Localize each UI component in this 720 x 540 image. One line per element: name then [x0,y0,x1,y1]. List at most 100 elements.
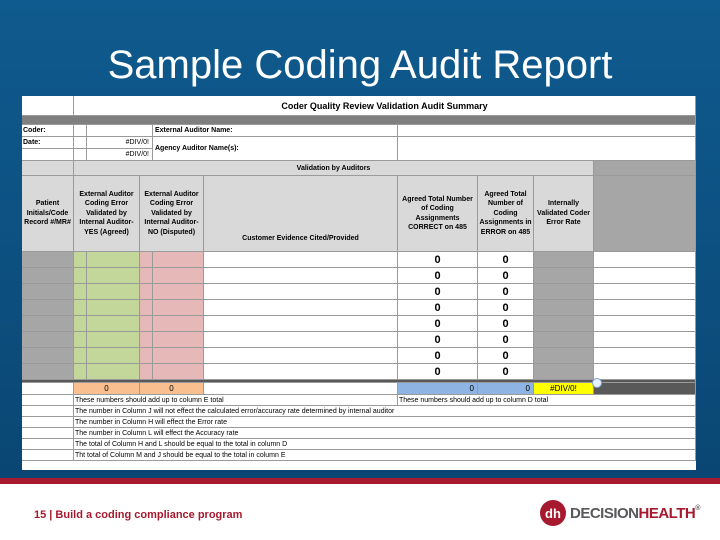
row-rate-cell [534,364,594,380]
row-yes-cell[interactable] [87,252,140,268]
external-auditor-value[interactable] [398,125,696,137]
note-line: The total of Column H and L should be eq… [74,439,696,450]
total-no: 0 [140,383,204,395]
footer-rule [0,478,720,484]
row-error-cell[interactable]: 0 [478,284,534,300]
row-evidence-cell[interactable] [204,252,398,268]
sheet-corner-cell [22,96,74,116]
date-label: Date: [22,137,74,149]
title-separator [22,116,696,125]
row-evidence-cell[interactable] [204,268,398,284]
row-no-cell[interactable] [153,348,204,364]
row-correct-cell[interactable]: 0 [398,300,478,316]
row-no-flag[interactable] [140,332,153,348]
row-no-cell[interactable] [153,252,204,268]
row-no-cell[interactable] [153,316,204,332]
row-correct-cell[interactable]: 0 [398,316,478,332]
row-correct-cell[interactable]: 0 [398,364,478,380]
note-blank [22,406,74,417]
row-evidence-cell[interactable] [204,332,398,348]
row-yes-flag[interactable] [74,252,87,268]
coder-value[interactable] [87,125,153,137]
date-value[interactable]: #DIV/0! [87,137,153,149]
note-blank [22,439,74,450]
note-line: The number in Column H will effect the E… [74,417,696,428]
row-rate-cell [534,348,594,364]
row-error-cell[interactable]: 0 [478,300,534,316]
row-yes-flag[interactable] [74,300,87,316]
row-rate-cell [534,252,594,268]
row-yes-flag[interactable] [74,268,87,284]
total-yes: 0 [74,383,140,395]
row-evidence-cell[interactable] [204,300,398,316]
row-no-flag[interactable] [140,364,153,380]
row-yes-flag[interactable] [74,284,87,300]
row-yes-cell[interactable] [87,268,140,284]
row-correct-cell[interactable]: 0 [398,268,478,284]
row-correct-cell[interactable]: 0 [398,252,478,268]
date-value-2: #DIV/0! [87,149,153,161]
row-no-cell[interactable] [153,284,204,300]
row-yes-cell[interactable] [87,364,140,380]
row-no-flag[interactable] [140,348,153,364]
row-no-cell[interactable] [153,364,204,380]
row-evidence-cell[interactable] [204,364,398,380]
audit-spreadsheet: Coder Quality Review Validation Audit Su… [22,96,696,470]
logo-text-decision: DECISION [570,504,639,522]
row-no-cell[interactable] [153,268,204,284]
row-no-flag[interactable] [140,252,153,268]
note-blank [22,450,74,461]
row-error-cell[interactable]: 0 [478,268,534,284]
header-rate: Internally Validated Coder Error Rate [534,176,594,252]
row-evidence-cell[interactable] [204,348,398,364]
row-error-cell[interactable]: 0 [478,332,534,348]
row-correct-cell[interactable]: 0 [398,332,478,348]
row-yes-flag[interactable] [74,332,87,348]
row-error-cell[interactable]: 0 [478,316,534,332]
total-extra [594,383,696,395]
row-yes-flag[interactable] [74,316,87,332]
row-error-cell[interactable]: 0 [478,364,534,380]
row-no-flag[interactable] [140,268,153,284]
row-yes-cell[interactable] [87,332,140,348]
row-error-cell[interactable]: 0 [478,252,534,268]
row-patient-cell[interactable] [22,332,74,348]
row-yes-cell[interactable] [87,284,140,300]
row-patient-cell[interactable] [22,252,74,268]
note-blank [22,395,74,406]
row-patient-cell[interactable] [22,284,74,300]
agency-auditor-value[interactable] [398,137,696,161]
row-patient-cell[interactable] [22,364,74,380]
error-indicator-icon[interactable] [592,378,602,388]
row-patient-cell[interactable] [22,300,74,316]
row-extra-cell [594,252,696,268]
row-patient-cell[interactable] [22,348,74,364]
row-yes-cell[interactable] [87,348,140,364]
row-patient-cell[interactable] [22,268,74,284]
row-extra-cell [594,364,696,380]
row-no-flag[interactable] [140,316,153,332]
row-no-cell[interactable] [153,300,204,316]
row-patient-cell[interactable] [22,316,74,332]
row-extra-cell [594,332,696,348]
date-spacer-2 [74,149,87,161]
row-correct-cell[interactable]: 0 [398,348,478,364]
row-yes-flag[interactable] [74,348,87,364]
decisionhealth-logo: dh DECISIONHEALTH® [540,500,700,526]
row-yes-cell[interactable] [87,300,140,316]
note-line: The number in Column L will effect the A… [74,428,696,439]
row-no-cell[interactable] [153,332,204,348]
row-error-cell[interactable]: 0 [478,348,534,364]
row-correct-cell[interactable]: 0 [398,284,478,300]
row-no-flag[interactable] [140,284,153,300]
row-no-flag[interactable] [140,300,153,316]
row-evidence-cell[interactable] [204,284,398,300]
row-yes-flag[interactable] [74,364,87,380]
logo-mark: dh [540,500,566,526]
row-evidence-cell[interactable] [204,316,398,332]
row-yes-cell[interactable] [87,316,140,332]
validation-header: Validation by Auditors [74,161,594,176]
row-extra-cell [594,268,696,284]
slide-title: Sample Coding Audit Report [107,43,613,87]
row-rate-cell [534,332,594,348]
